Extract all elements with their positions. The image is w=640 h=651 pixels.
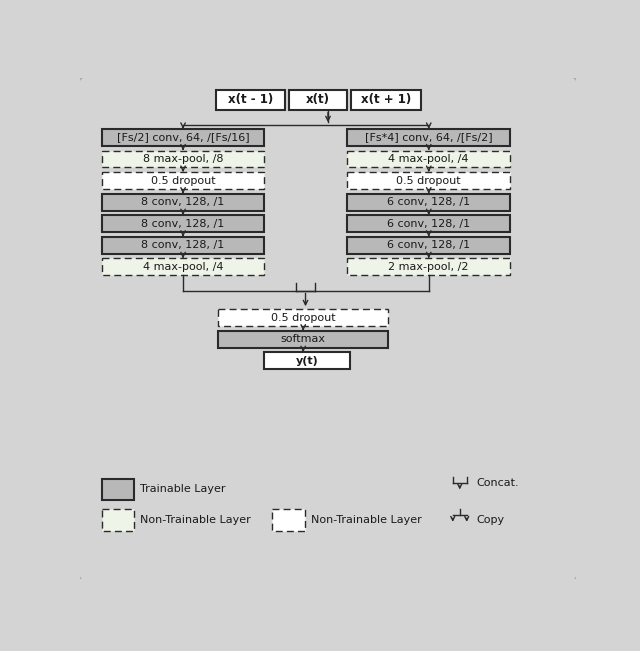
Bar bbox=[348, 172, 510, 189]
Bar bbox=[351, 90, 421, 109]
Bar bbox=[289, 90, 348, 109]
Bar bbox=[348, 215, 510, 232]
Text: [Fs*4] conv, 64, /[Fs/2]: [Fs*4] conv, 64, /[Fs/2] bbox=[365, 132, 493, 143]
Text: x(t - 1): x(t - 1) bbox=[228, 93, 273, 106]
Bar bbox=[216, 90, 285, 109]
Text: 2 max-pool, /2: 2 max-pool, /2 bbox=[388, 262, 469, 271]
Text: x(t + 1): x(t + 1) bbox=[361, 93, 412, 106]
Text: 4 max-pool, /4: 4 max-pool, /4 bbox=[143, 262, 223, 271]
Bar bbox=[348, 150, 510, 167]
Text: 6 conv, 128, /1: 6 conv, 128, /1 bbox=[387, 197, 470, 207]
Bar bbox=[102, 258, 264, 275]
FancyBboxPatch shape bbox=[79, 77, 577, 581]
Bar bbox=[102, 237, 264, 254]
Text: 8 conv, 128, /1: 8 conv, 128, /1 bbox=[141, 197, 225, 207]
Bar bbox=[102, 478, 134, 500]
Bar bbox=[102, 215, 264, 232]
Bar bbox=[102, 172, 264, 189]
Bar bbox=[218, 309, 388, 326]
Text: Non-Trainable Layer: Non-Trainable Layer bbox=[311, 515, 422, 525]
Text: 0.5 dropout: 0.5 dropout bbox=[271, 312, 335, 323]
Text: Copy: Copy bbox=[477, 515, 505, 525]
Text: 0.5 dropout: 0.5 dropout bbox=[151, 176, 216, 186]
Bar bbox=[348, 129, 510, 146]
Bar bbox=[348, 258, 510, 275]
Text: softmax: softmax bbox=[281, 334, 326, 344]
Text: Trainable Layer: Trainable Layer bbox=[140, 484, 226, 494]
Text: 6 conv, 128, /1: 6 conv, 128, /1 bbox=[387, 240, 470, 250]
Text: 8 max-pool, /8: 8 max-pool, /8 bbox=[143, 154, 223, 164]
Text: [Fs/2] conv, 64, /[Fs/16]: [Fs/2] conv, 64, /[Fs/16] bbox=[116, 132, 250, 143]
Bar bbox=[348, 193, 510, 210]
Text: 8 conv, 128, /1: 8 conv, 128, /1 bbox=[141, 219, 225, 229]
Bar bbox=[218, 331, 388, 348]
Text: Concat.: Concat. bbox=[477, 478, 520, 488]
Bar bbox=[272, 509, 305, 531]
Text: Non-Trainable Layer: Non-Trainable Layer bbox=[140, 515, 251, 525]
Bar bbox=[102, 150, 264, 167]
Bar bbox=[264, 352, 349, 369]
Text: 4 max-pool, /4: 4 max-pool, /4 bbox=[388, 154, 469, 164]
Text: 8 conv, 128, /1: 8 conv, 128, /1 bbox=[141, 240, 225, 250]
Bar bbox=[102, 193, 264, 210]
Text: 0.5 dropout: 0.5 dropout bbox=[396, 176, 461, 186]
Text: x(t): x(t) bbox=[307, 93, 330, 106]
Bar bbox=[348, 237, 510, 254]
Text: 6 conv, 128, /1: 6 conv, 128, /1 bbox=[387, 219, 470, 229]
Bar bbox=[102, 129, 264, 146]
Text: y(t): y(t) bbox=[296, 355, 319, 366]
Bar bbox=[102, 509, 134, 531]
